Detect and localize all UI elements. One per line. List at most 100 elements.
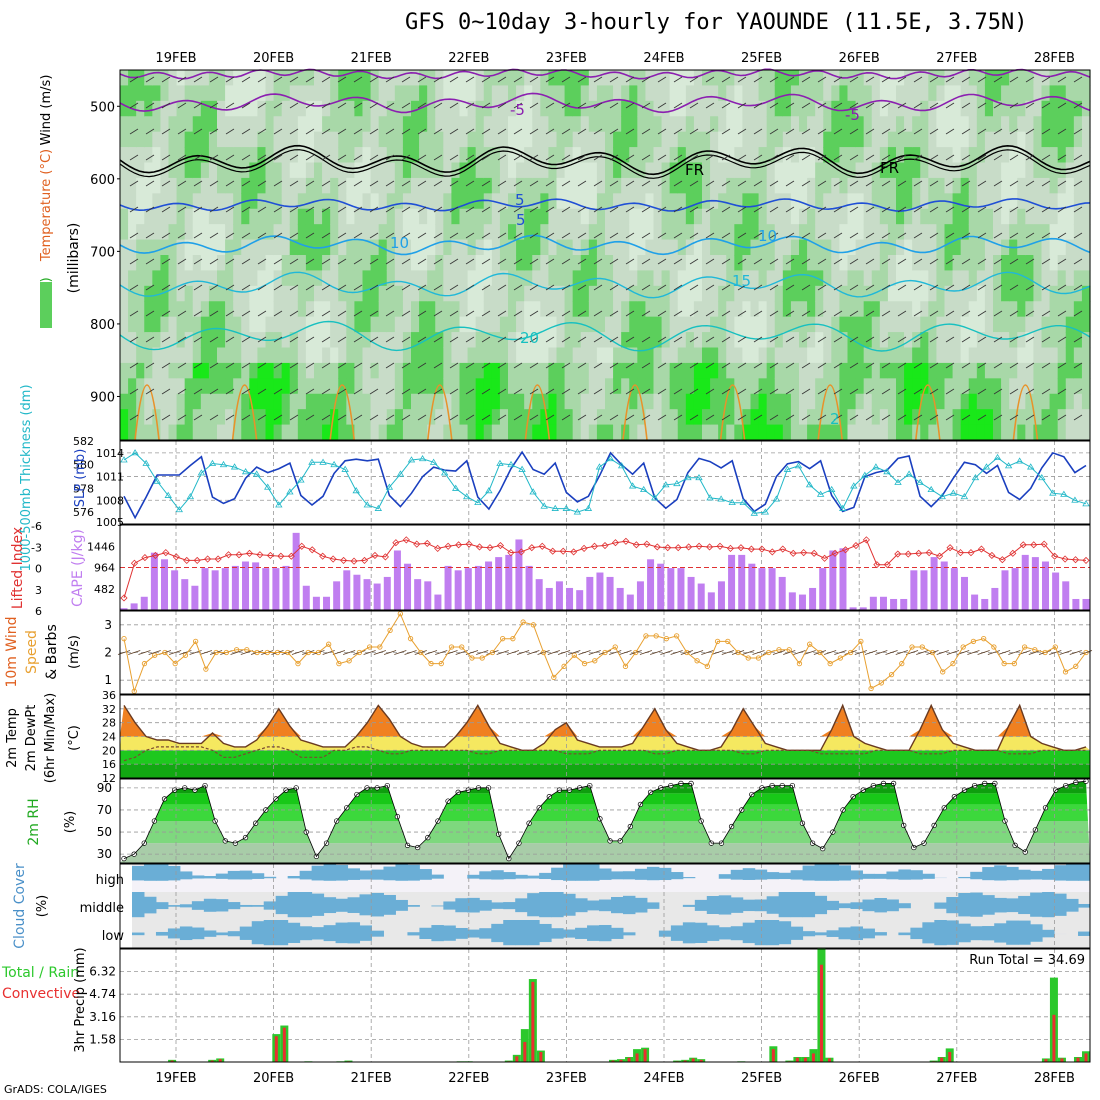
rh-shade-cell: [863, 393, 873, 410]
rh-shade-cell: [362, 177, 372, 194]
rh-shade-cell: [402, 116, 412, 133]
thickness-point: [297, 476, 305, 483]
rh-shade-cell: [491, 378, 501, 395]
rh-shade-cell: [928, 177, 938, 194]
cloud-cell: [706, 925, 720, 941]
rh-shade-cell: [540, 301, 550, 318]
rh-shade-cell: [451, 378, 461, 395]
rh-shade-cell: [152, 147, 162, 164]
rh-shade-cell: [1025, 301, 1035, 318]
rh-shade-cell: [839, 424, 849, 441]
wind-barb: [545, 154, 555, 161]
rh-shade-cell: [217, 162, 226, 179]
rh-shade-cell: [443, 424, 453, 441]
rh-shade-cell: [491, 100, 501, 117]
wind-barb: [497, 310, 507, 317]
wind-barb: [801, 180, 811, 187]
rh-shade-cell: [249, 255, 259, 272]
wind-tick-label: 2: [104, 646, 112, 660]
rh-shade-cell: [1009, 224, 1018, 241]
rh-shade-cell: [289, 193, 299, 210]
wind-barb: [881, 206, 891, 213]
rh-shade-cell: [411, 347, 420, 364]
rh-shade-cell: [1009, 100, 1018, 117]
wind-barb: [332, 650, 346, 655]
rh-shade-cell: [1057, 347, 1067, 364]
rh-shade-cell: [799, 116, 808, 133]
wind-barb: [225, 362, 235, 369]
rh-shade-cell: [984, 255, 994, 272]
wind-barb: [225, 310, 235, 317]
rh-shade-cell: [726, 332, 735, 349]
rh-shade-cell: [750, 70, 760, 87]
rh-shade-cell: [920, 162, 929, 179]
rh-shade-cell: [661, 255, 671, 272]
rh-shade-cell: [1049, 424, 1059, 441]
rh-shade-cell: [208, 208, 218, 225]
rh-shade-cell: [677, 100, 687, 117]
cape-bar: [262, 568, 270, 610]
rh-shade-cell: [241, 393, 250, 410]
rh-shade-cell: [483, 131, 493, 148]
rh-shade-cell: [411, 362, 420, 379]
cloud-cell: [299, 870, 313, 880]
rh-shade-cell: [653, 409, 663, 426]
rh-shade-cell: [168, 285, 178, 302]
rh-shade-cell: [936, 100, 946, 117]
rh-shade-cell: [338, 116, 347, 133]
wind-barb: [161, 102, 171, 109]
wind-barb: [783, 650, 796, 655]
rh-shade-cell: [1041, 347, 1051, 364]
rh-shade-cell: [225, 224, 234, 241]
wind-barb: [577, 180, 587, 187]
wind-speed-point: [182, 652, 189, 658]
wind-barb: [465, 362, 475, 369]
rh-shade-cell: [871, 100, 881, 117]
rh-shade-cell: [346, 285, 356, 302]
rh-shade-cell: [532, 301, 541, 318]
rh-shade-cell: [596, 285, 606, 302]
wind-barb: [753, 336, 763, 343]
rh-shade-cell: [928, 116, 938, 133]
precip-tick-label: 6.32: [89, 965, 116, 979]
rh-shade-cell: [710, 70, 719, 87]
rh-shade-cell: [677, 116, 687, 133]
cloud-cell: [682, 922, 696, 944]
rh-shade-cell: [976, 378, 986, 395]
rh-shade-cell: [1033, 316, 1043, 333]
rh-shade-cell: [394, 147, 404, 164]
rh-shade-cell: [912, 70, 921, 87]
thickness-point: [894, 478, 902, 485]
rh-shade-cell: [225, 208, 234, 225]
rh-shade-cell: [128, 347, 137, 364]
wind-barb: [177, 102, 187, 109]
rh-shade-cell: [693, 224, 703, 241]
rh-shade-cell: [710, 100, 719, 117]
rh-shade-cell: [168, 147, 178, 164]
rh-shade-cell: [273, 378, 283, 395]
cloud-cell: [467, 897, 480, 913]
wind-barb: [561, 336, 571, 343]
rh-shade-cell: [758, 85, 768, 102]
rh-shade-cell: [419, 85, 428, 102]
wind-barb: [161, 180, 171, 187]
rh-shade-cell: [685, 362, 695, 379]
rh-shade-cell: [815, 332, 824, 349]
rh-shade-cell: [144, 162, 153, 179]
rh-shade-cell: [1001, 116, 1010, 133]
wind-barb: [1025, 206, 1035, 213]
rh-shade-cell: [677, 85, 687, 102]
cloud-cell: [982, 867, 995, 881]
rh-shade-cell: [556, 162, 566, 179]
wind-barb: [657, 206, 667, 213]
rh-shade-cell: [1041, 208, 1051, 225]
rh-shade-cell: [160, 70, 170, 87]
rh-shade-cell: [257, 85, 267, 102]
rh-shade-cell: [637, 316, 647, 333]
rh-shade-cell: [427, 116, 436, 133]
wind-barb: [1073, 284, 1083, 291]
rh-shade-cell: [305, 100, 315, 117]
wind-barb: [561, 310, 571, 317]
rh-shade-cell: [782, 409, 792, 426]
